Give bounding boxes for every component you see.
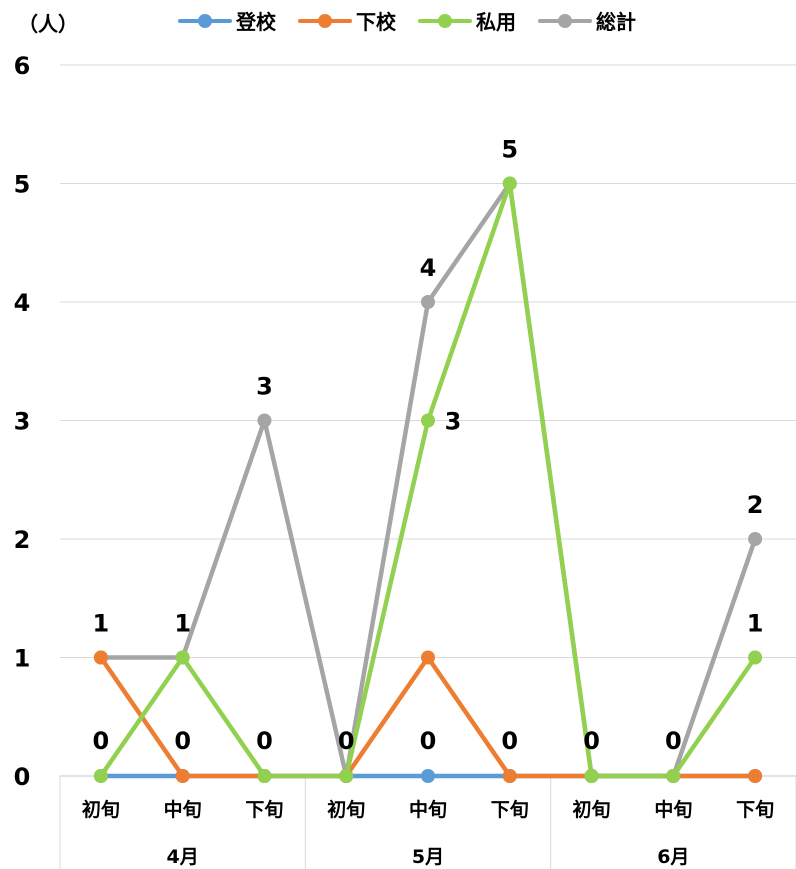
data-label: 3 <box>256 373 273 401</box>
data-label: 0 <box>93 727 110 755</box>
data-label: 0 <box>665 727 682 755</box>
x-tick-label: 中旬 <box>654 798 692 821</box>
y-tick-label: 5 <box>14 171 31 199</box>
y-tick-label: 6 <box>14 52 31 80</box>
data-point <box>421 413 435 428</box>
y-axis-unit-label: （人） <box>18 12 78 36</box>
data-point <box>421 650 435 665</box>
data-point <box>666 769 681 783</box>
y-tick-label: 4 <box>14 289 31 317</box>
y-tick-label: 0 <box>14 763 31 791</box>
legend-swatch-shiyou <box>418 11 472 31</box>
x-tick-label: 下旬 <box>245 798 283 821</box>
data-point <box>175 769 190 783</box>
data-label: 3 <box>445 408 462 436</box>
legend-dot <box>438 13 452 28</box>
data-point <box>502 769 517 783</box>
x-tick-label: 中旬 <box>164 798 202 821</box>
legend-label-tokou: 登校 <box>236 10 276 34</box>
data-label: 0 <box>174 727 191 755</box>
data-label: 5 <box>501 136 518 164</box>
y-tick-label: 3 <box>14 408 31 436</box>
legend-label-gekou: 下校 <box>356 10 396 34</box>
data-point <box>257 413 272 428</box>
data-point <box>584 769 599 783</box>
series-line <box>98 655 758 779</box>
data-label: 0 <box>501 727 518 755</box>
data-label: 1 <box>174 610 191 638</box>
x-tick-label: 中旬 <box>409 798 447 821</box>
x-group-label: 5月 <box>412 846 444 868</box>
legend-swatch-soukei <box>538 11 592 31</box>
legend-dot <box>558 13 572 28</box>
data-point <box>421 295 435 309</box>
data-point <box>502 176 517 191</box>
legend-dot <box>318 13 332 28</box>
y-tick-label: 2 <box>14 526 31 554</box>
legend-item-gekou: 下校 <box>298 6 396 35</box>
x-tick-label: 初旬 <box>82 798 120 821</box>
x-tick-label: 初旬 <box>327 798 365 821</box>
data-point <box>748 769 763 783</box>
legend-swatch-tokou <box>178 11 232 31</box>
legend: 登校 下校 私用 総計 <box>178 6 636 35</box>
legend-label-shiyou: 私用 <box>476 10 516 34</box>
legend-item-shiyou: 私用 <box>418 6 516 35</box>
data-label: 4 <box>420 254 437 282</box>
data-label: 2 <box>747 491 764 519</box>
data-label: 1 <box>93 610 110 638</box>
data-point <box>257 769 272 783</box>
data-label: 0 <box>583 727 600 755</box>
x-tick-label: 下旬 <box>736 798 774 821</box>
data-point <box>421 769 435 783</box>
y-tick-label: 1 <box>14 645 31 673</box>
legend-item-soukei: 総計 <box>538 6 636 35</box>
legend-label-soukei: 総計 <box>596 10 636 34</box>
data-point <box>93 650 108 665</box>
legend-item-tokou: 登校 <box>178 6 276 35</box>
data-label: 0 <box>420 727 437 755</box>
legend-swatch-gekou <box>298 11 352 31</box>
data-point <box>339 769 354 783</box>
data-point <box>748 650 763 665</box>
x-tick-label: 下旬 <box>491 798 529 821</box>
data-label: 0 <box>256 727 273 755</box>
legend-dot <box>198 13 212 28</box>
x-tick-label: 初旬 <box>573 798 611 821</box>
data-label: 0 <box>338 727 355 755</box>
x-group-label: 4月 <box>167 846 199 868</box>
data-point <box>748 532 763 546</box>
data-point <box>175 650 190 665</box>
data-label: 1 <box>747 610 764 638</box>
data-point <box>93 769 108 783</box>
x-group-label: 6月 <box>657 846 689 868</box>
